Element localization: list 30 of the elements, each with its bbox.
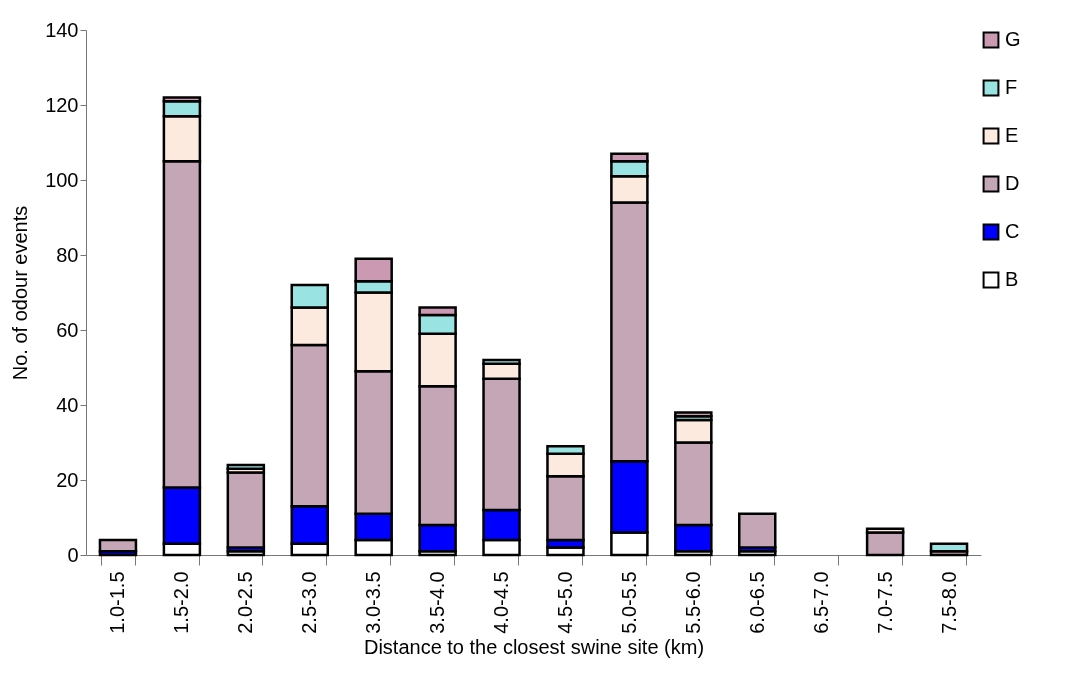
x-tick-label: 2.5-3.0 — [298, 571, 321, 634]
legend-label: D — [1005, 172, 1020, 194]
x-tick-label: 6.5-7.0 — [809, 571, 832, 634]
x-tick-label: 3.0-3.5 — [362, 571, 385, 634]
x-tick-label: 4.5-5.0 — [553, 571, 576, 634]
y-tick-label: 40 — [56, 393, 79, 416]
legend-label: F — [1005, 76, 1018, 98]
y-tick-label: 100 — [45, 168, 79, 191]
legend-label: E — [1005, 124, 1019, 146]
x-tick-label: 5.0-5.5 — [617, 571, 640, 634]
y-tick-label: 80 — [56, 243, 79, 266]
x-tick-label: 6.0-6.5 — [745, 571, 768, 634]
legend-label: C — [1005, 220, 1020, 242]
y-axis-title: No. of odour events — [9, 205, 32, 381]
x-tick-label: 3.5-4.0 — [426, 571, 449, 634]
y-tick-label: 0 — [67, 543, 79, 566]
legend-label: B — [1005, 268, 1019, 290]
x-tick-label: 5.5-6.0 — [681, 571, 704, 634]
legend-label: G — [1005, 28, 1021, 50]
x-tick-label: 7.0-7.5 — [873, 571, 896, 634]
x-tick-label: 4.0-4.5 — [490, 571, 513, 634]
y-tick-label: 60 — [56, 318, 79, 341]
x-tick-label: 2.0-2.5 — [234, 571, 257, 634]
x-tick-label: 1.0-1.5 — [106, 571, 129, 634]
y-tick-label: 20 — [56, 468, 79, 491]
x-tick-label: 1.5-2.0 — [170, 571, 193, 634]
y-tick-label: 140 — [45, 18, 79, 41]
x-tick-label: 7.5-8.0 — [937, 571, 960, 634]
y-tick-label: 120 — [45, 93, 79, 116]
x-axis-title: Distance to the closest swine site (km) — [363, 635, 705, 658]
